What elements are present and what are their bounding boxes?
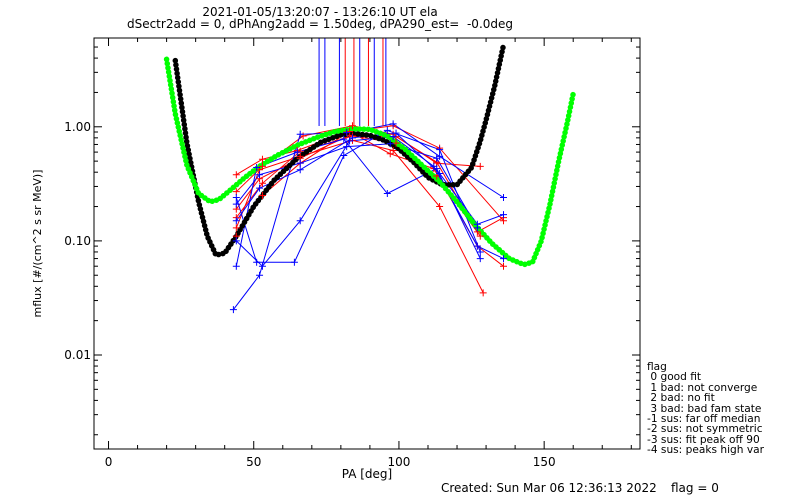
- legend-item: -1 sus: far off median: [647, 413, 761, 426]
- data-point: [258, 191, 266, 199]
- fit-curve-2: [163, 56, 576, 268]
- data-point: [389, 146, 397, 154]
- data-point: [430, 162, 438, 170]
- data-point: [258, 179, 266, 187]
- y-tick-label: 0.10: [64, 234, 91, 248]
- data-point: [232, 224, 240, 232]
- data-point: [296, 217, 304, 225]
- data-point: [348, 134, 356, 142]
- data-point: [299, 132, 307, 140]
- data-point: [343, 129, 351, 137]
- data-point: [389, 120, 397, 128]
- data-point: [476, 248, 484, 256]
- x-tick-label: 100: [387, 455, 410, 469]
- data-point: [296, 166, 304, 174]
- data-point: [476, 255, 484, 263]
- fit-curve-1: [172, 42, 507, 258]
- data-point: [232, 237, 240, 245]
- legend-item: -3 sus: fit peak off 90: [647, 433, 760, 446]
- x-tick-label: 50: [246, 455, 261, 469]
- data-point: [258, 162, 266, 170]
- created-timestamp: Created: Sun Mar 06 12:36:13 2022: [441, 481, 657, 495]
- data-point: [473, 220, 481, 228]
- data-point: [232, 194, 240, 202]
- data-point: [232, 262, 240, 270]
- data-point: [348, 122, 356, 130]
- data-point: [500, 211, 507, 219]
- chart-title: 2021-01-05/13:20:07 - 13:26:10 UT ela: [202, 5, 438, 19]
- y-axis-label: mflux [#/(cm^2 s sr MeV)]: [31, 170, 44, 318]
- legend-item: 2 bad: no fit: [647, 392, 715, 405]
- data-point: [290, 258, 298, 266]
- data-point: [433, 154, 441, 162]
- y-tick-label: 1.00: [64, 120, 91, 134]
- data-point: [296, 130, 304, 138]
- plot-frame: [93, 37, 641, 450]
- legend-item: 3 bad: bad fam state: [647, 402, 762, 415]
- data-point: [383, 190, 391, 198]
- series-line-4: [235, 139, 484, 294]
- data-point: [476, 232, 484, 240]
- data-point: [392, 129, 400, 137]
- data-point: [436, 203, 444, 211]
- legend-item: -2 sus: not symmetric: [647, 423, 763, 436]
- data-point: [386, 140, 394, 148]
- legend-item: 1 bad: not converge: [647, 381, 758, 394]
- data-point: [500, 194, 507, 202]
- legend-item: -4 sus: peaks high var: [647, 444, 764, 457]
- data-point: [500, 262, 507, 270]
- data-point: [232, 200, 240, 208]
- flag-legend: flag 0 good fit 1 bad: not converge 2 ba…: [647, 361, 764, 457]
- legend-title: flag: [647, 361, 667, 373]
- data-point: [340, 135, 348, 143]
- series-line-11: [235, 136, 504, 267]
- data-point: [436, 146, 444, 154]
- data-point: [340, 152, 348, 160]
- data-point: [256, 171, 264, 179]
- x-tick-label: 150: [533, 455, 556, 469]
- axes-layer: 0 50 100 150 0.01 0.10 1.00 PA [deg] mflux [#/(c…: [31, 37, 640, 481]
- data-point: [232, 188, 240, 196]
- series-line-5: [235, 130, 504, 267]
- data-point: [436, 169, 444, 177]
- data-point: [258, 262, 266, 270]
- data-point: [256, 271, 264, 279]
- flag-value: flag = 0: [671, 481, 719, 495]
- data-point: [253, 258, 261, 266]
- data-point: [229, 306, 237, 314]
- data-point: [346, 127, 354, 135]
- data-point: [383, 126, 391, 134]
- fit-curves-layer: [163, 42, 576, 268]
- data-point: [256, 184, 264, 192]
- data-point: [253, 163, 261, 171]
- legend-item: 0 good fit: [647, 371, 702, 384]
- data-point: [232, 171, 240, 179]
- data-point: [389, 133, 397, 141]
- chart-subtitle: dSectr2add = 0, dPhAng2add = 1.50deg, dP…: [126, 17, 514, 31]
- data-point: [500, 255, 507, 263]
- data-point: [476, 162, 484, 170]
- peak-markers-layer: [318, 38, 387, 126]
- series-lines-layer: [233, 123, 504, 310]
- data-point: [296, 147, 304, 155]
- data-point: [296, 159, 304, 167]
- x-axis-label: PA [deg]: [342, 467, 392, 481]
- data-point: [346, 137, 354, 145]
- x-tick-label: 0: [105, 455, 113, 469]
- data-point: [479, 289, 487, 297]
- data-point: [232, 217, 240, 225]
- data-point: [386, 150, 394, 158]
- data-point: [258, 155, 266, 163]
- data-point: [343, 143, 351, 151]
- data-markers-layer: [229, 120, 507, 314]
- data-point: [293, 148, 301, 156]
- data-point: [473, 242, 481, 250]
- y-tick-label: 0.01: [64, 348, 91, 362]
- series-line-10: [235, 129, 481, 263]
- data-point: [392, 139, 400, 147]
- series-line-7: [233, 123, 504, 310]
